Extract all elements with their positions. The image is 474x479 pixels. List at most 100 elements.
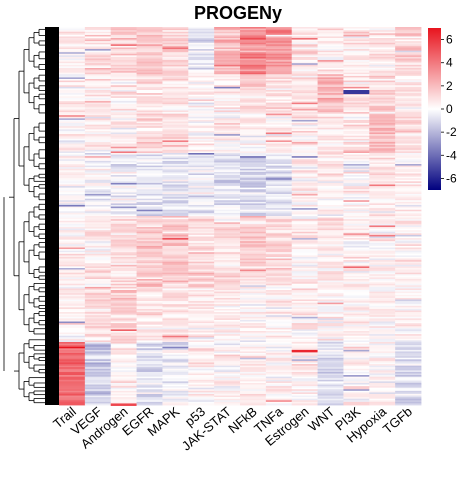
heatmap-cell xyxy=(162,149,189,152)
heatmap-cell xyxy=(265,326,293,329)
heatmap-cell xyxy=(59,145,86,148)
heatmap-cell xyxy=(136,176,163,179)
heatmap-cell xyxy=(291,138,318,141)
heatmap-cell xyxy=(188,153,215,155)
heatmap-cell xyxy=(395,157,422,160)
heatmap-cell xyxy=(136,83,163,86)
heatmap-cell xyxy=(369,44,396,47)
heatmap-cell xyxy=(136,288,163,291)
heatmap-cell xyxy=(395,365,422,368)
heatmap-cell xyxy=(162,123,189,126)
heatmap-cell xyxy=(369,49,396,52)
heatmap-cell xyxy=(162,275,189,278)
heatmap-cell xyxy=(136,182,163,185)
heatmap-cell xyxy=(84,192,112,195)
heatmap-cell xyxy=(84,219,112,222)
heatmap-cell xyxy=(343,149,370,152)
heatmap-cell xyxy=(265,368,293,371)
heatmap-cell xyxy=(291,121,318,124)
heatmap-cell xyxy=(136,242,163,245)
heatmap-cell xyxy=(162,60,189,63)
heatmap-cell xyxy=(84,360,112,363)
heatmap-cell xyxy=(369,135,396,138)
heatmap-cell xyxy=(59,61,86,64)
heatmap-cell xyxy=(291,291,318,294)
heatmap-cell xyxy=(240,104,267,107)
heatmap-cell xyxy=(343,283,370,286)
heatmap-cell xyxy=(110,362,137,365)
heatmap-cell xyxy=(317,94,344,97)
heatmap-cell xyxy=(343,310,370,313)
heatmap-cell xyxy=(188,267,215,270)
heatmap-cell xyxy=(395,118,422,121)
heatmap-cell xyxy=(162,365,189,368)
heatmap-cell xyxy=(265,187,293,190)
heatmap-cell xyxy=(188,390,215,393)
heatmap-cell xyxy=(317,85,344,88)
heatmap-cell xyxy=(214,360,241,363)
heatmap-cell xyxy=(110,209,137,212)
heatmap-cell xyxy=(343,179,370,182)
heatmap-cell xyxy=(343,282,370,285)
heatmap-cell xyxy=(343,264,370,267)
heatmap-cell xyxy=(162,101,189,103)
heatmap-cell xyxy=(59,64,86,67)
heatmap-cell xyxy=(214,301,241,304)
heatmap-cell xyxy=(291,326,318,329)
heatmap-cell xyxy=(240,371,267,374)
heatmap-cell xyxy=(395,401,422,404)
heatmap-cell xyxy=(59,41,86,44)
heatmap-cell xyxy=(240,45,267,48)
heatmap-cell xyxy=(240,190,267,193)
heatmap-cell xyxy=(343,241,370,244)
heatmap-cell xyxy=(317,217,344,220)
heatmap-cell xyxy=(59,272,86,275)
heatmap-cell xyxy=(395,31,422,34)
heatmap-cell xyxy=(84,50,112,53)
heatmap-cell xyxy=(110,334,137,337)
heatmap-cell xyxy=(343,312,370,315)
heatmap-cell xyxy=(136,337,163,340)
heatmap-cell xyxy=(343,359,370,362)
heatmap-cell xyxy=(84,316,112,319)
heatmap-cell xyxy=(136,290,163,292)
heatmap-cell xyxy=(317,97,344,100)
heatmap-cell xyxy=(84,135,112,138)
heatmap-cell xyxy=(162,28,189,31)
heatmap-cell xyxy=(84,160,112,163)
heatmap-cell xyxy=(240,170,267,173)
heatmap-cell xyxy=(188,238,215,241)
heatmap-cell xyxy=(110,108,137,111)
heatmap-cell xyxy=(343,186,370,189)
heatmap-cell xyxy=(84,82,112,85)
heatmap-cell xyxy=(84,134,112,137)
heatmap-cell xyxy=(343,367,370,370)
heatmap-cell xyxy=(369,72,396,75)
heatmap-cell xyxy=(343,160,370,163)
heatmap-cell xyxy=(343,69,370,72)
heatmap-cell xyxy=(162,297,189,300)
heatmap-cell xyxy=(317,326,344,329)
heatmap-cell xyxy=(369,27,396,29)
heatmap-cell xyxy=(162,250,189,253)
heatmap-cell xyxy=(214,236,241,239)
heatmap-cell xyxy=(214,364,241,367)
heatmap-cell xyxy=(369,357,396,360)
heatmap-cell xyxy=(84,211,112,214)
heatmap-cell xyxy=(59,113,86,116)
heatmap-cell xyxy=(265,58,293,61)
heatmap-cell xyxy=(240,99,267,102)
heatmap-cell xyxy=(369,132,396,135)
heatmap-cell xyxy=(214,321,241,324)
heatmap-cell xyxy=(214,275,241,278)
heatmap-cell xyxy=(395,346,422,349)
heatmap-cell xyxy=(136,364,163,367)
heatmap-cell xyxy=(291,130,318,133)
heatmap-cell xyxy=(317,58,344,61)
heatmap-cell xyxy=(240,294,267,297)
heatmap-cell xyxy=(369,370,396,373)
heatmap-cell xyxy=(214,200,241,203)
heatmap-cell xyxy=(369,97,396,100)
heatmap-cell xyxy=(214,168,241,171)
heatmap-cell xyxy=(265,138,293,141)
